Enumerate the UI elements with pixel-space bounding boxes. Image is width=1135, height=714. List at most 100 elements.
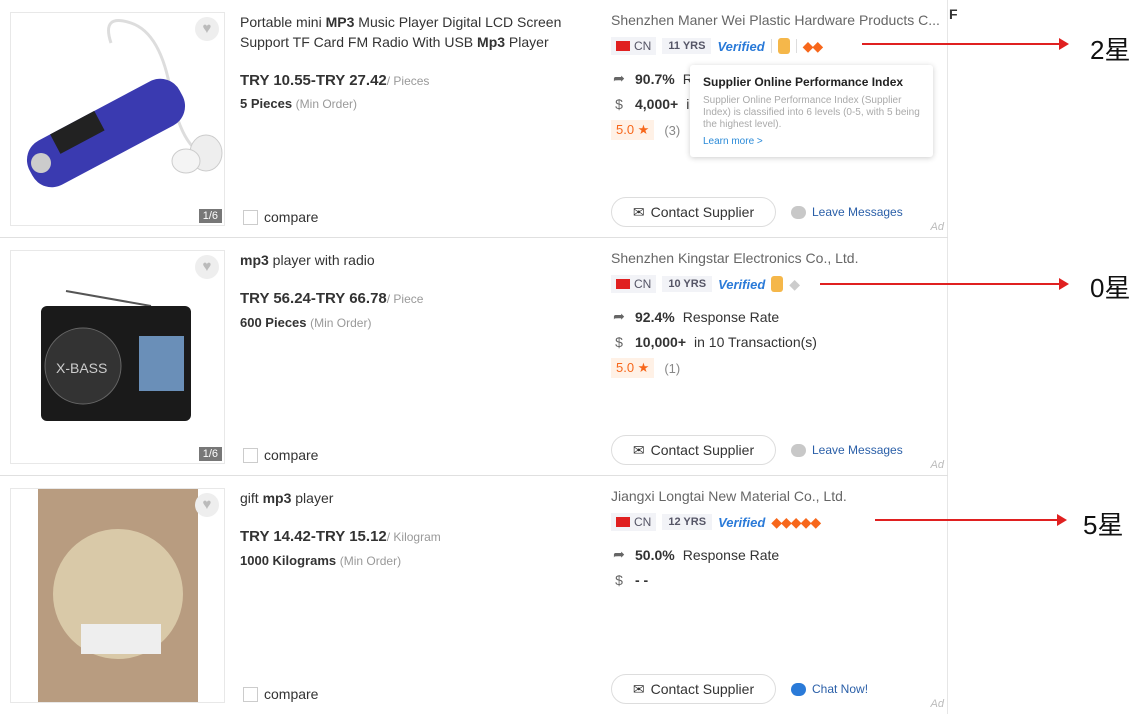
product-title[interactable]: Portable mini MP3 Music Player Digital L…: [240, 12, 580, 52]
contact-label: Contact Supplier: [650, 442, 755, 458]
price-range: TRY 56.24-TRY 66.78/ Piece: [240, 290, 423, 307]
supplier-name[interactable]: Shenzhen Maner Wei Plastic Hardware Prod…: [611, 12, 940, 28]
compare-label: compare: [264, 447, 319, 463]
verified-badge[interactable]: Verified: [718, 276, 766, 292]
tooltip-body: Supplier Online Performance Index (Suppl…: [703, 95, 920, 130]
verified-badge[interactable]: Verified: [718, 514, 766, 530]
diamond-rating-icon[interactable]: ◆◆◆◆◆: [771, 513, 821, 530]
response-rate: ➦ 50.0% Response Rate: [611, 546, 779, 563]
transactions-value: 4,000+: [635, 96, 679, 112]
twine-ball-image: [38, 489, 198, 702]
message-label: Chat Now!: [812, 682, 869, 696]
annotation-arrow: [820, 278, 1069, 290]
response-value: 92.4%: [635, 308, 675, 325]
annotation-arrow: [862, 38, 1069, 50]
favorite-heart-icon[interactable]: ♥: [195, 493, 219, 517]
compare-checkbox[interactable]: compare: [243, 209, 318, 225]
message-label: Leave Messages: [812, 443, 903, 457]
rating: 5.0 ★ (1): [611, 358, 680, 378]
chat-now-link[interactable]: Chat Now!: [791, 682, 868, 696]
annotation-arrow: [875, 514, 1067, 526]
moq-note: (Min Order): [295, 97, 358, 111]
product-title[interactable]: mp3 player with radio: [240, 250, 580, 270]
years-badge: 10 YRS: [662, 276, 713, 292]
response-value: 90.7%: [635, 70, 675, 87]
moq-value: 600 Pieces: [240, 315, 307, 330]
leave-messages-link[interactable]: Leave Messages: [791, 443, 903, 457]
verified-badge[interactable]: Verified: [717, 38, 765, 54]
product-image[interactable]: [10, 488, 225, 703]
product-image[interactable]: X-BASS 1/6: [10, 250, 225, 464]
favorite-heart-icon[interactable]: ♥: [195, 17, 219, 41]
supplier-badges: CN 11 YRS Verified ◆◆: [611, 37, 824, 55]
country-code: CN: [634, 277, 652, 291]
response-label: Response Rate: [682, 546, 780, 563]
moq-value: 1000 Kilograms: [240, 553, 337, 568]
dollar-icon: $: [615, 572, 623, 588]
country-code: CN: [634, 39, 652, 53]
chat-icon: [791, 443, 806, 457]
edge-text: F: [949, 6, 958, 22]
svg-text:X-BASS: X-BASS: [56, 360, 107, 376]
product-row: ♥ gift mp3 player TRY 14.42-TRY 15.12/ K…: [0, 476, 948, 714]
country-badge: CN: [611, 513, 657, 531]
diamond-rating-icon[interactable]: ◆◆: [802, 37, 824, 54]
product-row: X-BASS 1/6 ♥ mp3 player with radio TRY 5…: [0, 238, 948, 476]
response-rate: ➦ 90.7% R: [611, 70, 693, 87]
contact-supplier-button[interactable]: ✉ Contact Supplier: [611, 674, 776, 704]
supplier-name[interactable]: Jiangxi Longtai New Material Co., Ltd.: [611, 488, 847, 504]
title-segment: Player: [505, 34, 549, 50]
price-unit: / Pieces: [386, 74, 430, 88]
supplier-badges: CN 12 YRS Verified ◆◆◆◆◆: [611, 513, 821, 531]
divider: [770, 39, 772, 53]
years-badge: 12 YRS: [662, 514, 713, 530]
image-count: 1/6: [198, 447, 222, 461]
product-image[interactable]: 1/6: [10, 12, 225, 226]
gold-supplier-icon[interactable]: [777, 38, 790, 54]
favorite-heart-icon[interactable]: ♥: [195, 255, 219, 279]
title-segment: Portable mini: [240, 14, 326, 30]
rating: 5.0 ★(3)"(: [611, 120, 699, 140]
ad-label: Ad: [930, 459, 944, 471]
gold-supplier-icon[interactable]: [771, 276, 784, 292]
compare-checkbox[interactable]: compare: [243, 447, 318, 463]
message-label: Leave Messages: [812, 205, 903, 219]
checkbox-icon[interactable]: [243, 447, 258, 463]
supplier-badges: CN 10 YRS Verified ◆: [611, 275, 800, 293]
transactions: $4,000+in: [611, 96, 697, 112]
transactions-value: - -: [635, 572, 649, 588]
price-unit: / Piece: [386, 292, 424, 306]
learn-more-link[interactable]: Learn more >: [703, 136, 763, 147]
moq-note: (Min Order): [339, 554, 402, 568]
product-row: 1/6 ♥ Portable mini MP3 Music Player Dig…: [0, 0, 948, 238]
transactions: $10,000+ in 10 Transaction(s): [611, 334, 817, 350]
contact-supplier-button[interactable]: ✉ Contact Supplier: [611, 197, 776, 227]
title-segment: MP3: [325, 14, 355, 30]
review-count[interactable]: (3): [664, 122, 681, 138]
product-title[interactable]: gift mp3 player: [240, 488, 580, 508]
envelope-icon: ✉: [632, 680, 645, 697]
annotation-label: 0星: [1090, 273, 1131, 303]
title-segment: Music Player Digital LCD Screen Support …: [240, 14, 562, 50]
review-count[interactable]: (1): [664, 360, 681, 376]
checkbox-icon[interactable]: [243, 209, 258, 225]
checkbox-icon[interactable]: [243, 686, 258, 702]
country-badge: CN: [611, 275, 657, 293]
tooltip-title: Supplier Online Performance Index: [703, 75, 904, 89]
supplier-index-tooltip: Supplier Online Performance Index Suppli…: [690, 65, 933, 157]
china-flag-icon: [616, 279, 630, 289]
rating-score: 5.0 ★: [611, 120, 655, 140]
diamond-rating-icon[interactable]: ◆: [789, 275, 800, 292]
contact-supplier-button[interactable]: ✉ Contact Supplier: [611, 435, 776, 465]
dollar-icon: $: [615, 96, 623, 112]
chat-icon: [791, 205, 806, 219]
price-value: TRY 14.42-TRY 15.12: [240, 528, 387, 545]
annotation-label: 2星: [1090, 35, 1131, 65]
response-label: Response Rate: [682, 308, 780, 325]
title-segment: Mp3: [477, 34, 506, 50]
contact-label: Contact Supplier: [650, 204, 755, 220]
compare-checkbox[interactable]: compare: [243, 686, 318, 702]
leave-messages-link[interactable]: Leave Messages: [791, 205, 903, 219]
supplier-name[interactable]: Shenzhen Kingstar Electronics Co., Ltd.: [611, 250, 859, 266]
transactions-value: 10,000+: [635, 334, 686, 350]
